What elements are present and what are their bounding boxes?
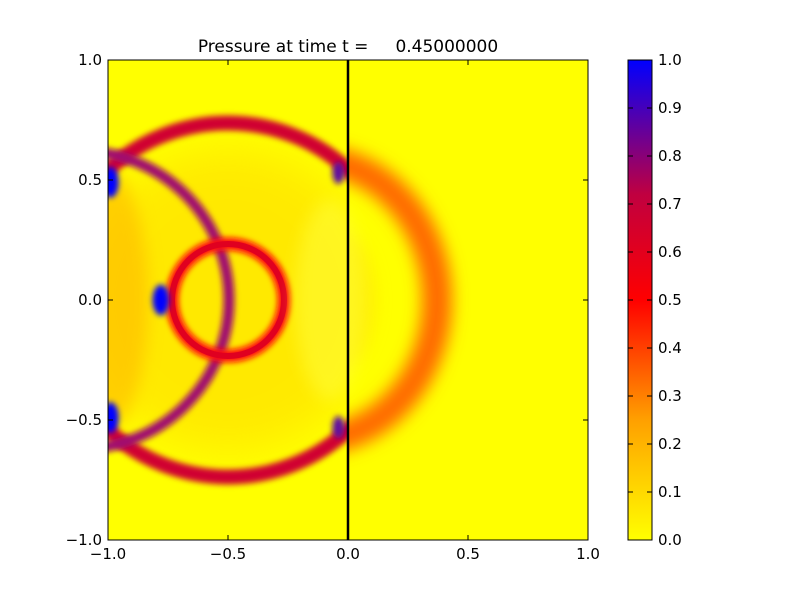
colorbar-tick-label: 0.3 xyxy=(658,387,682,405)
y-tick-label: 1.0 xyxy=(78,51,102,69)
x-tick-label: −0.5 xyxy=(210,545,246,563)
x-axis: −1.0 −0.5 0.0 0.5 1.0 xyxy=(90,60,600,563)
colorbar-tick-label: 1.0 xyxy=(658,51,682,69)
colorbar-tick-label: 0.8 xyxy=(658,147,682,165)
x-tick-label: 0.5 xyxy=(456,545,480,563)
colorbar-tick-label: 0.0 xyxy=(658,531,682,549)
colorbar-tick-label: 0.1 xyxy=(658,483,682,501)
high-pressure-spot xyxy=(152,284,170,316)
y-tick-label: 0.5 xyxy=(78,171,102,189)
colorbar-axis: 0.0 0.1 0.2 0.3 0.4 0.5 0.6 0.7 0.8 0.9 1.0 xyxy=(628,51,682,549)
heatmap-field xyxy=(108,60,588,540)
inner-ring-core xyxy=(169,241,287,359)
right-wave xyxy=(348,150,452,450)
left-edge-haze xyxy=(108,170,148,430)
colorbar-tick-label: 0.2 xyxy=(658,435,682,453)
colorbar-tick-label: 0.5 xyxy=(658,291,682,309)
interface-light-region xyxy=(295,200,365,400)
y-tick-label: −0.5 xyxy=(66,411,102,429)
y-axis: −1.0 −0.5 0.0 0.5 1.0 xyxy=(66,51,588,549)
x-tick-label: −1.0 xyxy=(90,545,126,563)
colorbar-tick-label: 0.4 xyxy=(658,339,682,357)
y-tick-label: −1.0 xyxy=(66,531,102,549)
high-pressure-spot xyxy=(108,402,119,433)
x-tick-label: 1.0 xyxy=(576,545,600,563)
colorbar-tick-label: 0.9 xyxy=(658,99,682,117)
high-pressure-spot xyxy=(108,167,119,198)
colorbar-tick-label: 0.7 xyxy=(658,195,682,213)
left-shock-arc xyxy=(108,148,235,452)
y-tick-label: 0.0 xyxy=(78,291,102,309)
high-pressure-spot xyxy=(332,416,345,439)
chart-title: Pressure at time t = 0.45000000 xyxy=(198,37,498,57)
colorbar-tick-label: 0.6 xyxy=(658,243,682,261)
outer-shock-ring xyxy=(108,115,348,485)
x-tick-label: 0.0 xyxy=(336,545,360,563)
high-pressure-spot xyxy=(332,161,345,184)
